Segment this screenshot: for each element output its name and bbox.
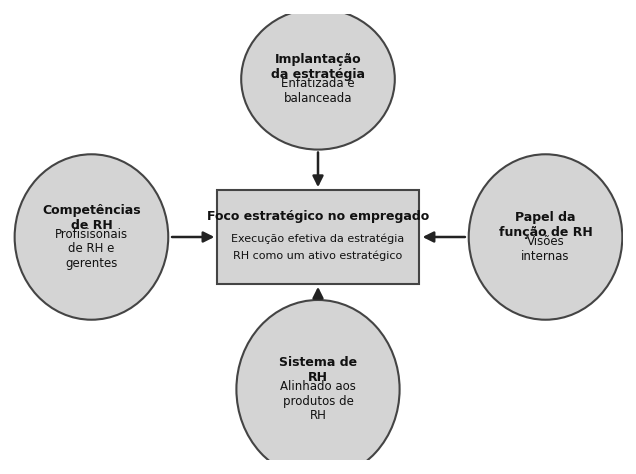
Text: gerentes: gerentes xyxy=(66,257,118,270)
Text: Profisisonais: Profisisonais xyxy=(55,228,128,241)
Text: Enfatizada e: Enfatizada e xyxy=(281,77,355,90)
Text: da estratégia: da estratégia xyxy=(271,68,365,81)
Ellipse shape xyxy=(241,9,395,150)
Text: internas: internas xyxy=(522,250,570,263)
Text: de RH e: de RH e xyxy=(68,243,114,255)
Ellipse shape xyxy=(469,154,622,320)
FancyBboxPatch shape xyxy=(218,190,418,284)
Text: Competências: Competências xyxy=(42,204,141,217)
Text: produtos de: produtos de xyxy=(282,395,354,408)
Text: RH como um ativo estratégico: RH como um ativo estratégico xyxy=(233,251,403,261)
Ellipse shape xyxy=(237,300,399,474)
Text: de RH: de RH xyxy=(71,219,113,231)
Text: Foco estratégico no empregado: Foco estratégico no empregado xyxy=(207,210,429,223)
Text: Execução efetiva da estratégia: Execução efetiva da estratégia xyxy=(232,234,404,244)
Text: Implantação: Implantação xyxy=(275,53,361,66)
Text: balanceada: balanceada xyxy=(284,92,352,105)
Ellipse shape xyxy=(15,154,169,320)
Text: Papel da: Papel da xyxy=(515,211,576,224)
Text: função de RH: função de RH xyxy=(499,226,592,239)
Text: RH: RH xyxy=(310,410,326,422)
Text: Alinhado aos: Alinhado aos xyxy=(280,380,356,393)
Text: RH: RH xyxy=(308,371,328,384)
Text: Visões: Visões xyxy=(527,235,564,248)
Text: Sistema de: Sistema de xyxy=(279,356,357,369)
